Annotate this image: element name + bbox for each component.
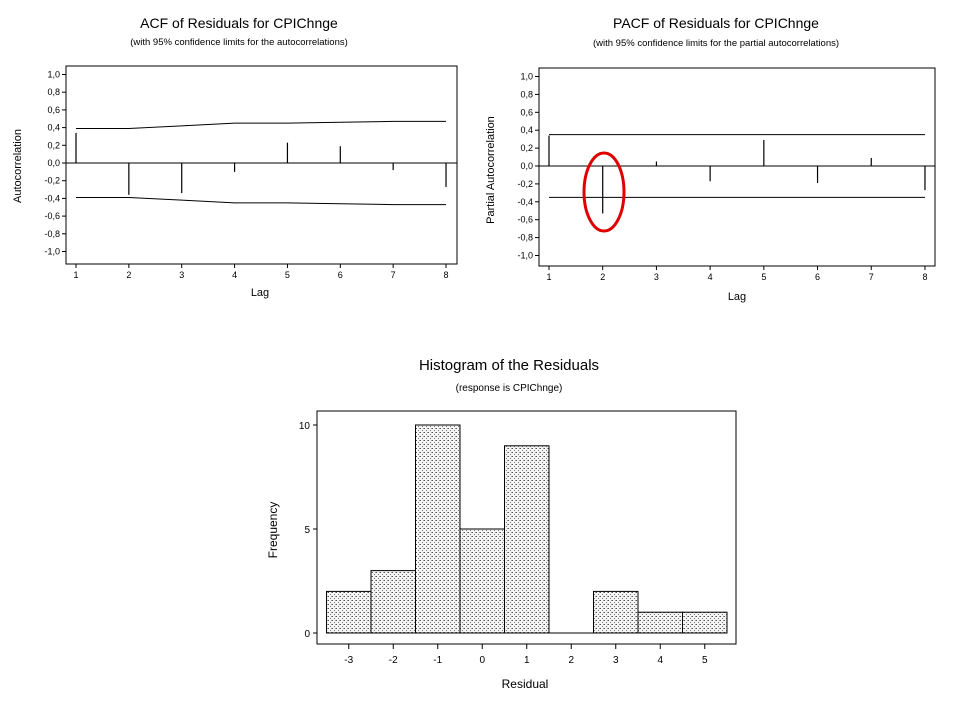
acf-bars	[66, 132, 457, 195]
pacf-title: PACF of Residuals for CPIChnge	[613, 15, 819, 31]
pacf-y-tick-label: 0,8	[520, 89, 533, 99]
pacf-y-ticks: 1,0 0,8 0,6 0,4 0,2 0,0 -0,2 -0,4 -0,6 -0,8 -1,0	[517, 72, 539, 261]
pacf-y-tick-label: 0,4	[520, 125, 533, 135]
acf-y-tick-label: 0,4	[47, 123, 60, 133]
histogram-x-tick-label: -2	[389, 655, 398, 666]
histogram-x-tick-label: -1	[433, 655, 442, 666]
acf-y-tick-label: -1,0	[44, 247, 60, 257]
acf-lower-limit-line	[76, 197, 447, 206]
pacf-x-ticks: 1 2 3 4 5 6 7 8	[546, 266, 927, 282]
acf-x-tick-label: 7	[391, 270, 396, 280]
histogram-x-tick-label: 4	[657, 655, 663, 666]
histogram-subtitle: (response is CPIChnge)	[456, 383, 563, 394]
histogram-bar	[370, 570, 416, 634]
pacf-y-tick-label: -1,0	[517, 251, 533, 261]
acf-chart: ACF of Residuals for CPIChnge (with 95% …	[12, 15, 458, 299]
pacf-plot-frame	[538, 67, 936, 267]
histogram-y-tick-label: 5	[304, 525, 310, 536]
histogram-bar	[504, 445, 550, 634]
histogram-x-tick-label: 5	[702, 655, 708, 666]
acf-y-tick-label: 0,8	[47, 87, 60, 97]
histogram-title: Histogram of the Residuals	[419, 357, 599, 374]
acf-x-tick-label: 2	[126, 270, 131, 280]
pacf-x-tick-label: 5	[761, 272, 766, 282]
histogram-bar	[326, 590, 372, 634]
acf-y-tick-label: 0,2	[47, 140, 60, 150]
histogram-bars	[326, 424, 728, 634]
pacf-y-tick-label: -0,4	[517, 197, 533, 207]
acf-y-tick-label: -0,6	[44, 211, 60, 221]
acf-y-tick-label: -0,2	[44, 176, 60, 186]
acf-y-tick-label: 0,0	[47, 158, 60, 168]
pacf-subtitle: (with 95% confidence limits for the part…	[593, 38, 839, 49]
acf-y-tick-label: -0,8	[44, 229, 60, 239]
lag-2-highlight-ellipse	[582, 151, 626, 233]
pacf-y-tick-label: -0,2	[517, 179, 533, 189]
histogram-y-tick-label: 0	[304, 629, 310, 640]
pacf-y-tick-label: 1,0	[520, 72, 533, 82]
pacf-x-tick-label: 6	[815, 272, 820, 282]
acf-x-axis-label: Lag	[251, 287, 269, 299]
pacf-x-tick-label: 4	[708, 272, 713, 282]
histogram-x-tick-label: -3	[344, 655, 353, 666]
acf-plot-frame	[65, 65, 458, 265]
histogram-y-axis-label: Frequency	[266, 502, 280, 559]
histogram-bar	[459, 528, 505, 634]
pacf-confidence-limits	[549, 134, 925, 198]
acf-x-tick-label: 4	[232, 270, 237, 280]
pacf-chart: PACF of Residuals for CPIChnge (with 95%…	[485, 15, 936, 303]
histogram-x-tick-label: 1	[524, 655, 530, 666]
pacf-y-tick-label: 0,2	[520, 143, 533, 153]
acf-y-ticks: 1,0 0,8 0,6 0,4 0,2 0,0 -0,2 -0,4 -0,6 -0,8 -1,0	[44, 70, 66, 257]
histogram-bar	[682, 611, 728, 634]
pacf-y-axis-label: Partial Autocorrelation	[485, 116, 497, 224]
histogram-x-tick-label: 3	[613, 655, 619, 666]
acf-title: ACF of Residuals for CPIChnge	[140, 15, 338, 31]
histogram-y-tick-label: 10	[299, 421, 311, 432]
pacf-y-tick-label: 0,6	[520, 107, 533, 117]
pacf-x-tick-label: 7	[869, 272, 874, 282]
pacf-y-tick-label: -0,6	[517, 215, 533, 225]
histogram-x-tick-label: 0	[479, 655, 485, 666]
pacf-y-tick-label: -0,8	[517, 233, 533, 243]
acf-x-ticks: 1 2 3 4 5 6 7 8	[73, 264, 449, 280]
pacf-bars	[539, 135, 935, 214]
pacf-y-tick-label: 0,0	[520, 161, 533, 171]
pacf-x-tick-label: 8	[922, 272, 927, 282]
histogram-bar	[415, 424, 461, 634]
pacf-x-tick-label: 1	[546, 272, 551, 282]
acf-x-tick-label: 1	[73, 270, 78, 280]
histogram-x-tick-label: 2	[568, 655, 574, 666]
pacf-x-axis-label: Lag	[728, 291, 746, 303]
acf-upper-limit-line	[76, 120, 447, 129]
histogram-y-ticks: 0 5 10	[299, 421, 317, 640]
acf-y-tick-label: 0,6	[47, 105, 60, 115]
histogram-chart: Histogram of the Residuals (response is …	[266, 357, 737, 691]
pacf-x-tick-label: 2	[600, 272, 605, 282]
histogram-bar	[593, 590, 639, 634]
acf-y-tick-label: 1,0	[47, 70, 60, 80]
acf-x-tick-label: 8	[444, 270, 449, 280]
histogram-x-ticks: -3 -2 -1 0 1 2 3 4 5	[344, 644, 708, 666]
acf-x-tick-label: 5	[285, 270, 290, 280]
histogram-bar	[637, 611, 683, 634]
histogram-x-axis-label: Residual	[502, 677, 549, 691]
acf-subtitle: (with 95% confidence limits for the auto…	[130, 37, 348, 48]
acf-x-tick-label: 6	[338, 270, 343, 280]
pacf-x-tick-label: 3	[654, 272, 659, 282]
acf-y-tick-label: -0,4	[44, 193, 60, 203]
acf-confidence-limits	[76, 120, 447, 206]
acf-x-tick-label: 3	[179, 270, 184, 280]
acf-y-axis-label: Autocorrelation	[12, 129, 24, 203]
